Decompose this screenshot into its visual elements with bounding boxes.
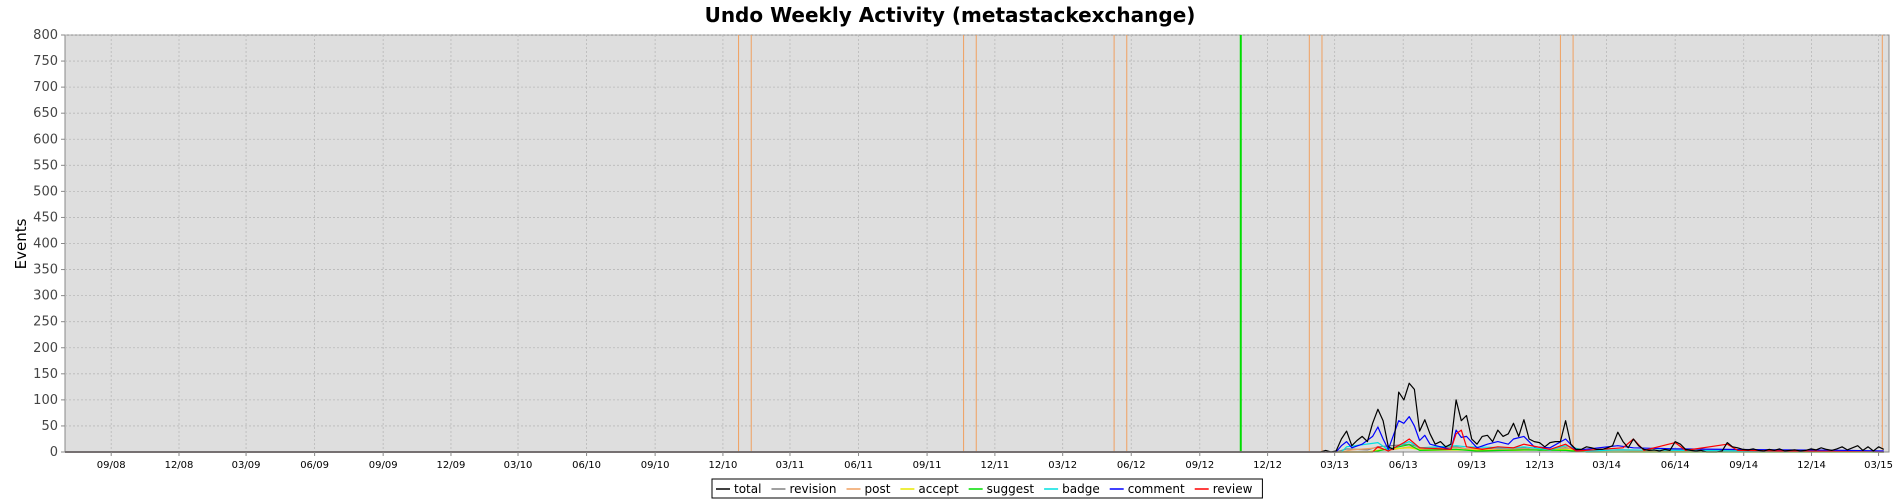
y-tick-label: 400 [33, 237, 58, 252]
x-tick-label: 03/10 [504, 460, 533, 471]
y-tick-label: 600 [33, 132, 58, 147]
x-tick-label: 12/10 [709, 460, 738, 471]
x-tick-label: 06/12 [1117, 460, 1146, 471]
legend-label-revision: revision [789, 482, 836, 496]
x-tick-label: 03/14 [1592, 460, 1621, 471]
x-tick-label: 03/15 [1864, 460, 1893, 471]
legend-label-review: review [1213, 482, 1253, 496]
y-tick-label: 700 [33, 80, 58, 95]
y-tick-label: 500 [33, 184, 58, 199]
x-tick-label: 06/09 [300, 460, 329, 471]
y-tick-label: 300 [33, 289, 58, 304]
x-tick-label: 09/08 [97, 460, 126, 471]
y-tick-label: 150 [33, 367, 58, 382]
x-tick-label: 12/14 [1797, 460, 1826, 471]
series-line-suggest [65, 444, 1884, 453]
x-tick-label: 09/10 [641, 460, 670, 471]
series-lines [65, 382, 1885, 453]
legend-label-suggest: suggest [987, 482, 1035, 496]
y-tick-label: 800 [33, 28, 58, 43]
x-tick-label: 06/14 [1661, 460, 1690, 471]
y-tick-label: 50 [41, 419, 58, 434]
series-line-review [65, 429, 1884, 453]
x-tick-label: 09/14 [1729, 460, 1758, 471]
y-tick-label: 450 [33, 210, 58, 225]
y-tick-label: 650 [33, 106, 58, 121]
x-tick-label: 12/09 [437, 460, 466, 471]
x-tick-label: 12/08 [165, 460, 194, 471]
legend-label-comment: comment [1128, 482, 1185, 496]
x-tick-label: 03/09 [232, 460, 261, 471]
x-tick-label: 09/09 [369, 460, 398, 471]
gridlines [65, 34, 1889, 452]
legend-box [711, 478, 1263, 499]
event-markers [738, 35, 1883, 452]
legend-label-total: total [734, 482, 761, 496]
legend: total revision post accept suggest badge comme… [711, 478, 1263, 499]
x-tick-label: 09/11 [913, 460, 942, 471]
x-tick-label: 09/12 [1185, 460, 1214, 471]
y-tick-label: 550 [33, 158, 58, 173]
x-tick-label: 03/11 [776, 460, 805, 471]
x-tick-label: 06/10 [572, 460, 601, 471]
y-tick-label: 750 [33, 54, 58, 69]
x-axis-ticks: 09/08 12/08 03/09 06/09 09/09 12/09 03/10 06/10… [97, 452, 1893, 471]
y-axis-ticks: 0 50 100 150 200 250 300 350 400 450 500 550 600 650 7… [33, 28, 65, 460]
x-tick-label: 06/13 [1389, 460, 1418, 471]
chart-title: Undo Weekly Activity (metastackexchange) [705, 3, 1196, 27]
y-tick-label: 250 [33, 315, 58, 330]
x-tick-label: 09/13 [1457, 460, 1486, 471]
x-tick-label: 03/13 [1320, 460, 1349, 471]
y-tick-label: 200 [33, 341, 58, 356]
y-tick-label: 100 [33, 393, 58, 408]
x-tick-label: 03/12 [1048, 460, 1077, 471]
x-tick-label: 12/12 [1253, 460, 1282, 471]
y-axis-label: Events [12, 218, 30, 269]
legend-label-post: post [864, 482, 890, 496]
y-tick-label: 0 [50, 445, 58, 460]
legend-label-badge: badge [1062, 482, 1100, 496]
x-tick-label: 06/11 [844, 460, 873, 471]
x-tick-label: 12/13 [1525, 460, 1554, 471]
x-tick-label: 12/11 [980, 460, 1009, 471]
series-line-total [65, 382, 1885, 453]
y-tick-label: 350 [33, 263, 58, 278]
legend-label-accept: accept [918, 482, 959, 496]
